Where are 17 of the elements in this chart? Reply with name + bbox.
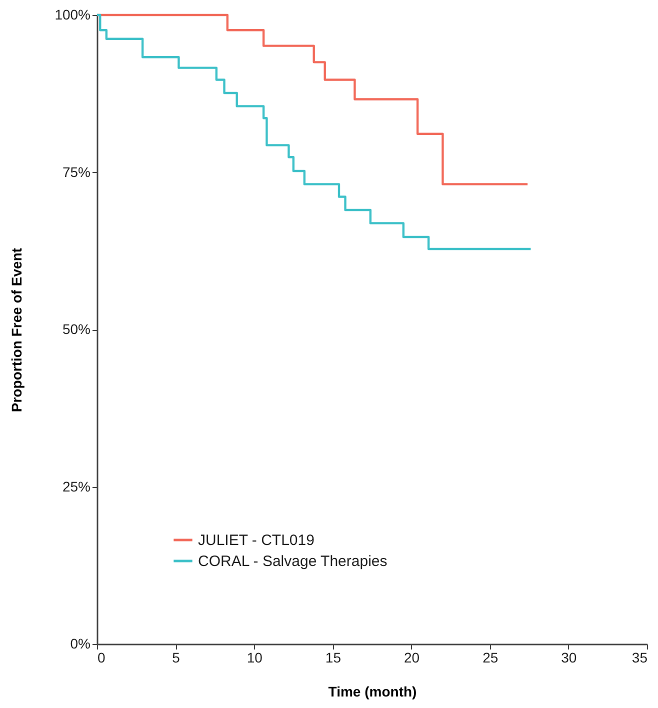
x-tick-label: 15 <box>325 650 342 666</box>
x-axis-title: Time (month) <box>328 684 417 700</box>
x-tick-label: 5 <box>172 650 180 666</box>
x-tick-label: 10 <box>246 650 263 666</box>
x-tick-label: 20 <box>404 650 420 666</box>
y-tick-label: 0% <box>70 636 90 652</box>
legend-label: JULIET - CTL019 <box>198 532 314 549</box>
y-tick-label: 50% <box>62 321 90 337</box>
y-tick-label: 100% <box>54 6 90 22</box>
y-axis-title: Proportion Free of Event <box>8 248 25 412</box>
x-tick-label: 35 <box>632 650 648 666</box>
x-tick-label: 25 <box>482 650 498 666</box>
x-tick-label: 30 <box>561 650 577 666</box>
y-tick-label: 75% <box>62 164 90 180</box>
x-tick-label: 0 <box>98 650 106 666</box>
legend-label: CORAL - Salvage Therapies <box>198 553 388 570</box>
y-tick-label: 25% <box>62 478 90 494</box>
